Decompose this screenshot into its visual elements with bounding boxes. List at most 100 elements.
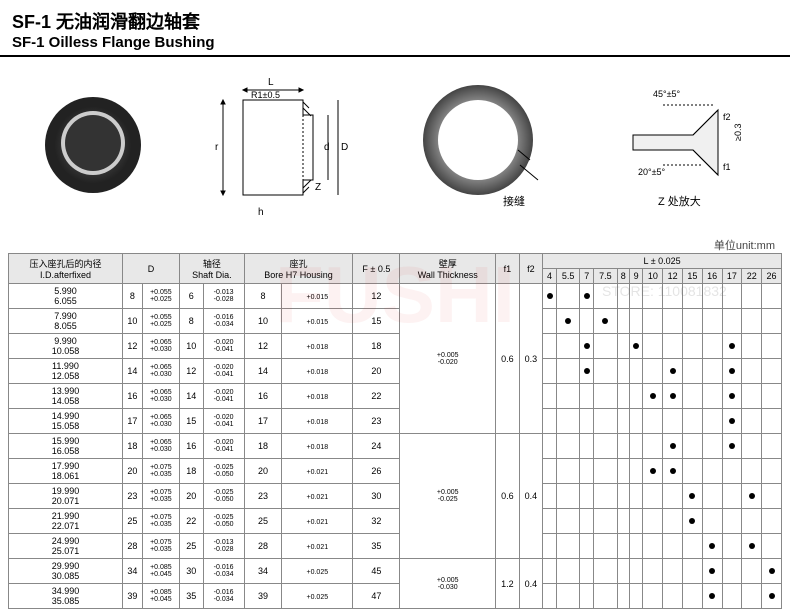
dot-cell <box>762 584 782 609</box>
dot-cell <box>722 359 742 384</box>
cell: -0.025-0.050 <box>203 509 244 534</box>
dot-cell <box>663 459 683 484</box>
dot-cell <box>543 334 557 359</box>
dot-cell <box>629 434 643 459</box>
th-wall: 壁厚Wall Thickness <box>400 254 496 284</box>
cell: +0.021 <box>282 534 353 559</box>
dot-cell <box>643 434 663 459</box>
cell: +0.065+0.030 <box>142 409 179 434</box>
dot-cell <box>580 559 594 584</box>
cell: -0.013-0.028 <box>203 284 244 309</box>
label-L: L <box>268 77 274 88</box>
cell: +0.085+0.045 <box>142 559 179 584</box>
dot-cell <box>683 309 703 334</box>
cell: +0.005-0.020 <box>400 284 496 434</box>
dot-cell <box>594 384 618 409</box>
cell: 16 <box>122 384 142 409</box>
dot-cell <box>742 509 762 534</box>
dot-cell <box>762 534 782 559</box>
cell: 35 <box>353 534 400 559</box>
cell: +0.025 <box>282 584 353 609</box>
dot-cell <box>683 434 703 459</box>
label-20deg: 20°±5° <box>638 167 666 177</box>
dot-cell <box>543 584 557 609</box>
dot-cell <box>643 384 663 409</box>
cell: 9.99010.058 <box>9 334 123 359</box>
dot-cell <box>643 534 663 559</box>
dot-cell <box>543 409 557 434</box>
cell: 24 <box>353 434 400 459</box>
dot-cell <box>594 434 618 459</box>
cell: 34 <box>122 559 142 584</box>
th-L-col: 12 <box>663 269 683 284</box>
dot-cell <box>617 534 629 559</box>
cell: 45 <box>353 559 400 584</box>
dot-cell <box>683 584 703 609</box>
cell: 8 <box>122 284 142 309</box>
cell: 12 <box>353 284 400 309</box>
label-45deg: 45°±5° <box>653 89 681 99</box>
cell: 25 <box>244 509 282 534</box>
dot-cell <box>556 434 580 459</box>
table-row: 17.99018.06120+0.075+0.03518-0.025-0.050… <box>9 459 782 484</box>
table-row: 7.9908.05510+0.055+0.0258-0.016-0.03410+… <box>9 309 782 334</box>
dot-cell <box>629 284 643 309</box>
dot-cell <box>762 309 782 334</box>
cell: 30 <box>353 484 400 509</box>
cell: +0.085+0.045 <box>142 584 179 609</box>
th-idfixed: 压入座孔后的内径I.D.afterfixed <box>9 254 123 284</box>
dot-cell <box>762 334 782 359</box>
dot-cell <box>543 284 557 309</box>
dot-cell <box>556 334 580 359</box>
table-row: 24.99025.07128+0.075+0.03525-0.013-0.028… <box>9 534 782 559</box>
th-shaft: 轴径Shaft Dia. <box>180 254 245 284</box>
cell: 18 <box>180 459 203 484</box>
dot-cell <box>742 384 762 409</box>
dot-cell <box>594 484 618 509</box>
dot-cell <box>663 509 683 534</box>
dot-cell <box>702 409 722 434</box>
dot-cell <box>629 484 643 509</box>
dot-cell <box>617 559 629 584</box>
spec-table: 压入座孔后的内径I.D.afterfixed D 轴径Shaft Dia. 座孔… <box>8 253 782 609</box>
cross-section-svg: L R1±0.5 r d D h Z <box>203 70 353 220</box>
cell: 11.99012.058 <box>9 359 123 384</box>
cell: 25 <box>180 534 203 559</box>
cell: +0.021 <box>282 509 353 534</box>
dot-cell <box>629 334 643 359</box>
dot-cell <box>617 359 629 384</box>
dot-cell <box>742 559 762 584</box>
dot-cell <box>742 409 762 434</box>
cell: 25 <box>122 509 142 534</box>
dot-cell <box>543 384 557 409</box>
label-f1: f1 <box>723 162 731 172</box>
cell: 20 <box>353 359 400 384</box>
cell: +0.015 <box>282 284 353 309</box>
dot-cell <box>543 459 557 484</box>
cell: -0.013-0.028 <box>203 534 244 559</box>
th-L-col: 8 <box>617 269 629 284</box>
cell: 29.99030.085 <box>9 559 123 584</box>
th-L-col: 7 <box>580 269 594 284</box>
table-row: 34.99035.08539+0.085+0.04535-0.016-0.034… <box>9 584 782 609</box>
dot-cell <box>663 584 683 609</box>
label-ge03: ≥0.3 <box>733 123 743 140</box>
dot-cell <box>702 384 722 409</box>
dot-cell <box>580 334 594 359</box>
dot-cell <box>663 484 683 509</box>
dot-cell <box>742 434 762 459</box>
dot-cell <box>742 334 762 359</box>
label-d: d <box>324 142 330 153</box>
th-L-col: 4 <box>543 269 557 284</box>
th-bore: 座孔Bore H7 Housing <box>244 254 353 284</box>
dot-cell <box>683 459 703 484</box>
cell: +0.018 <box>282 434 353 459</box>
cell: +0.021 <box>282 459 353 484</box>
cell: 17 <box>122 409 142 434</box>
cell: 35 <box>180 584 203 609</box>
dot-cell <box>722 384 742 409</box>
dot-cell <box>594 334 618 359</box>
dot-cell <box>629 309 643 334</box>
label-h: h <box>258 207 264 218</box>
table-row: 14.99015.05817+0.065+0.03015-0.020-0.041… <box>9 409 782 434</box>
